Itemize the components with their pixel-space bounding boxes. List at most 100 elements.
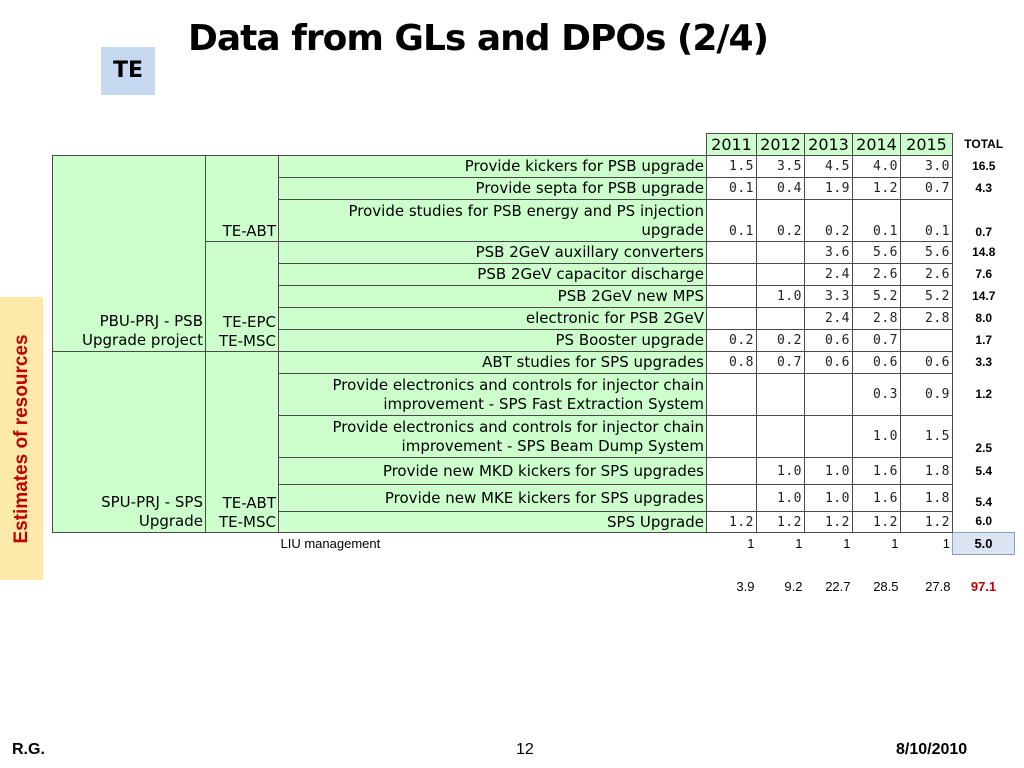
value-cell: 1.2 [804,511,853,533]
row-label: Provide electronics and controls for inj… [278,373,707,416]
total-cell: 8.0 [952,307,1015,330]
value-cell: 0.2 [804,199,853,242]
value-cell [706,415,757,458]
table-row: Provide electronics and controls for inj… [53,415,1015,458]
row-label: Provide studies for PSB energy and PS in… [278,199,707,242]
value-cell: 1 [756,532,805,555]
value-cell: 1.6 [852,457,901,485]
total-cell: 5.0 [952,532,1015,555]
total-cell: 7.6 [952,263,1015,286]
total-cell: 5.4 [952,484,1015,512]
row-label: Provide kickers for PSB upgrade [278,155,707,178]
management-row: LIU management 1 1 1 1 1 5.0 [52,532,1015,555]
value-cell: 0.6 [852,351,901,374]
table-row: Provide new MKD kickers for SPS upgrades… [53,457,1015,485]
value-cell: 3.5 [756,155,805,178]
value-cell [756,307,805,330]
table-row: TE-EPC TE-MSC PSB 2GeV auxillary convert… [53,241,1015,352]
value-cell: 1 [706,532,757,555]
value-cell: 1.0 [756,285,805,308]
value-cell: 2.6 [852,263,901,286]
value-cell: 0.8 [706,351,757,374]
value-cell: 0.6 [804,329,853,352]
value-cell [756,263,805,286]
value-cell [756,415,805,458]
row-label: electronic for PSB 2GeV [278,307,707,330]
value-cell [706,241,757,264]
side-label: Estimates of resources [10,333,32,544]
row-label: PSB 2GeV new MPS [278,285,707,308]
value-cell: 4.0 [852,155,901,178]
value-cell: 1.2 [756,511,805,533]
value-cell: 0.7 [852,329,901,352]
year-header: 2015 [900,133,953,156]
value-cell: 4.5 [804,155,853,178]
value-cell: 0.7 [900,177,953,200]
value-cell: 0.1 [706,177,757,200]
row-label: SPS Upgrade [278,511,707,533]
value-cell [900,329,953,352]
total-cell: 5.4 [952,457,1015,485]
total-cell: 0.7 [952,199,1015,242]
value-cell: 1.5 [706,155,757,178]
value-cell [706,373,757,416]
value-cell: 0.2 [756,199,805,242]
value-cell: 5.2 [852,285,901,308]
total-cell: 4.3 [952,177,1015,200]
value-cell [756,241,805,264]
value-cell: 0.7 [756,351,805,374]
row-label: Provide new MKD kickers for SPS upgrades [278,457,707,485]
table-row: PS Booster upgrade 0.2 0.2 0.6 0.7 1.7 [53,329,1015,352]
row-label: PSB 2GeV auxillary converters [278,241,707,264]
year-header: 2013 [804,133,853,156]
value-cell: 0.4 [756,177,805,200]
resource-table: 2011 2012 2013 2014 2015 TOTAL PBU-PRJ -… [52,133,1015,597]
year-header: 2011 [706,133,757,156]
total-cell: 14.7 [952,285,1015,308]
side-label-box: Estimates of resources [0,297,43,580]
value-cell: 1 [900,532,953,555]
sum-cell: 9.2 [756,575,805,597]
value-cell: 2.8 [900,307,953,330]
total-cell: 14.8 [952,241,1015,264]
value-cell: 1.8 [900,457,953,485]
value-cell: 1.8 [900,484,953,512]
sum-cell: 28.5 [852,575,901,597]
project-cell: SPU-PRJ - SPS Upgrade [52,351,206,533]
slide-title: Data from GLs and DPOs (2/4) [188,18,769,59]
project-cell: PBU-PRJ - PSB Upgrade project [52,155,206,352]
sum-cell: 27.8 [900,575,953,597]
page-number: 12 [516,741,534,758]
value-cell [706,263,757,286]
row-label: ABT studies for SPS upgrades [278,351,707,374]
value-cell: 1.0 [756,457,805,485]
value-cell: 0.9 [900,373,953,416]
value-cell [706,285,757,308]
table-row: Provide electronics and controls for inj… [53,373,1015,416]
table-row: Provide studies for PSB energy and PS in… [53,199,1015,242]
table-row: SPU-PRJ - SPS Upgrade TE-ABT TE-MSC ABT … [52,351,1015,533]
value-cell: 5.6 [852,241,901,264]
row-label: PS Booster upgrade [278,329,707,352]
value-cell: 1.2 [706,511,757,533]
value-cell: 5.2 [900,285,953,308]
value-cell: 0.2 [756,329,805,352]
value-cell: 1.0 [852,415,901,458]
value-cell: 2.6 [900,263,953,286]
value-cell: 0.6 [900,351,953,374]
year-header: 2014 [852,133,901,156]
sum-row: 3.9 9.2 22.7 28.5 27.8 97.1 [52,575,1015,597]
value-cell: 0.2 [706,329,757,352]
table-row: PSB 2GeV new MPS 1.0 3.3 5.2 5.2 14.7 [53,285,1015,308]
row-label: Provide new MKE kickers for SPS upgrades [278,484,707,512]
value-cell [706,457,757,485]
total-header: TOTAL [952,133,1015,156]
row-label: PSB 2GeV capacitor discharge [278,263,707,286]
grand-total: 97.1 [952,575,1015,597]
group-cell: TE-EPC TE-MSC [205,241,279,352]
value-cell: 0.3 [852,373,901,416]
total-cell: 1.2 [952,373,1015,416]
header-row: 2011 2012 2013 2014 2015 TOTAL [52,133,1015,156]
total-cell: 6.0 [952,511,1015,533]
value-cell: 3.6 [804,241,853,264]
